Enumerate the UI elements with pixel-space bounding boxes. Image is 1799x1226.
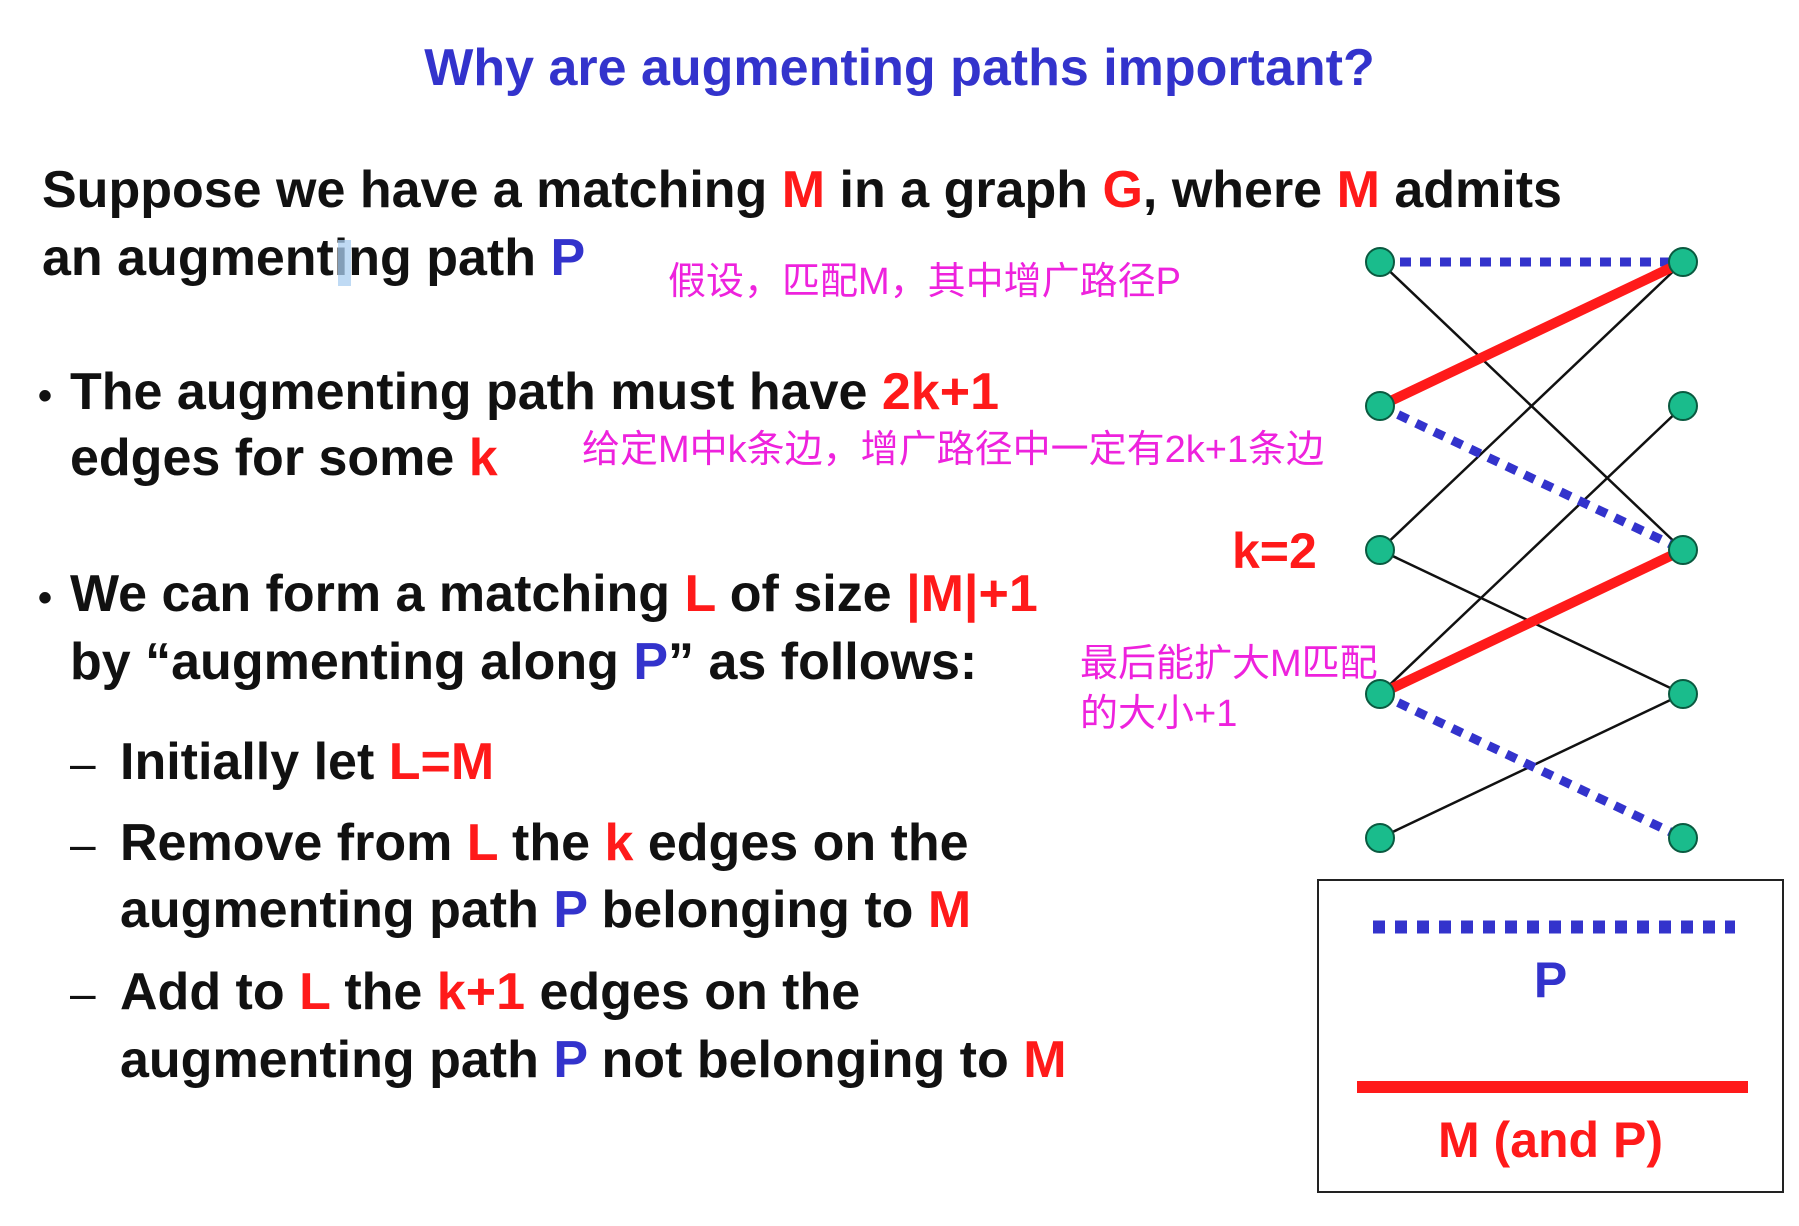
var-P: P bbox=[633, 633, 669, 691]
legend: P M (and P) bbox=[1317, 879, 1784, 1193]
var-L: L bbox=[299, 963, 330, 1021]
right-vertex bbox=[1668, 247, 1698, 277]
left-vertex bbox=[1365, 823, 1395, 853]
text: edges on the bbox=[633, 814, 969, 872]
text: augmenting path bbox=[120, 1031, 554, 1089]
path-edge bbox=[1378, 689, 1685, 843]
matching-edge bbox=[1377, 545, 1686, 699]
text: Suppose we have a matching bbox=[42, 161, 782, 219]
text: , where bbox=[1142, 161, 1337, 219]
right-vertex bbox=[1668, 679, 1698, 709]
text: edges for some bbox=[70, 429, 469, 487]
text: in a graph bbox=[825, 161, 1103, 219]
var-L: L bbox=[466, 814, 498, 872]
text: Remove from bbox=[120, 814, 467, 872]
text: augmenting path bbox=[120, 881, 554, 939]
left-vertex bbox=[1365, 247, 1395, 277]
annotation-2: 给定M中k条边，增广路径中一定有2k+1条边 bbox=[582, 429, 1325, 471]
var-G: G bbox=[1102, 161, 1143, 219]
var-M: M bbox=[1023, 1031, 1067, 1089]
bullet-2-line-2: by “augmenting along P” as follows: bbox=[70, 632, 977, 692]
legend-swatches bbox=[1357, 920, 1748, 1093]
bullet-1-line-1: • The augmenting path must have 2k+1 bbox=[38, 362, 999, 422]
bullet-mark: • bbox=[38, 374, 53, 418]
text: Initially let bbox=[120, 733, 389, 791]
left-vertex bbox=[1365, 391, 1395, 421]
dash-mark: – bbox=[70, 967, 96, 1019]
text: the bbox=[497, 814, 605, 872]
step-2-text: Remove from L the k edges on the bbox=[120, 813, 969, 873]
matching-edge bbox=[1377, 257, 1686, 411]
text: not belonging to bbox=[587, 1031, 1024, 1089]
var-k: k bbox=[468, 429, 498, 487]
bullet-2-line-1: • We can form a matching L of size |M|+1 bbox=[38, 564, 1038, 624]
dash-mark: – bbox=[70, 737, 96, 789]
value-k+1: k+1 bbox=[436, 963, 526, 1021]
text: We can form a matching bbox=[70, 565, 685, 623]
var-L: L bbox=[684, 565, 716, 623]
text: admits bbox=[1379, 161, 1562, 219]
legend-p-label: P bbox=[1533, 952, 1568, 1008]
step-1-text: Initially let L=M bbox=[120, 732, 494, 792]
text: by “augmenting along bbox=[70, 633, 634, 691]
var-M: M bbox=[927, 881, 972, 939]
bullet-1-line-2: edges for some k bbox=[70, 428, 498, 488]
dash-mark: – bbox=[70, 818, 96, 870]
text: The augmenting path must have bbox=[70, 363, 882, 421]
text: belonging to bbox=[587, 881, 928, 939]
var-P: P bbox=[553, 881, 588, 939]
annotation-3-line-1: 最后能扩大M匹配 bbox=[1080, 643, 1378, 685]
text-cursor bbox=[338, 240, 351, 286]
annotation-3-line-2: 的大小+1 bbox=[1080, 693, 1238, 735]
text: ” as follows: bbox=[668, 633, 978, 691]
path-edge bbox=[1378, 401, 1685, 555]
var-P: P bbox=[550, 229, 586, 287]
value-size: |M|+1 bbox=[906, 565, 1038, 623]
step-2-line-2: augmenting path P belonging to M bbox=[120, 880, 971, 940]
graph-edge bbox=[1379, 261, 1684, 551]
step-3-line-1: – Add to L the k+1 edges on the bbox=[70, 962, 860, 1022]
graph-edge bbox=[1379, 405, 1684, 695]
var-k: k bbox=[604, 814, 634, 872]
value-2k+1: 2k+1 bbox=[881, 363, 1000, 421]
annotation-1: 假设，匹配M，其中增广路径P bbox=[668, 261, 1182, 303]
bullet-mark: • bbox=[38, 576, 53, 620]
slide-title: Why are augmenting paths important? bbox=[424, 39, 1375, 97]
value-L=M: L=M bbox=[388, 733, 495, 791]
text: of size bbox=[715, 565, 907, 623]
var-P: P bbox=[553, 1031, 588, 1089]
right-vertex bbox=[1668, 535, 1698, 565]
right-vertex bbox=[1668, 823, 1698, 853]
k-label: k=2 bbox=[1232, 523, 1317, 579]
step-3-line-2: augmenting path P not belonging to M bbox=[120, 1030, 1067, 1090]
step-2-line-1: – Remove from L the k edges on the bbox=[70, 813, 969, 873]
bullet-2-text: We can form a matching L of size |M|+1 bbox=[70, 564, 1038, 624]
intro-line-1: Suppose we have a matching M in a graph … bbox=[42, 160, 1562, 220]
left-vertex bbox=[1365, 679, 1395, 709]
text: Add to bbox=[120, 963, 300, 1021]
text: edges on the bbox=[525, 963, 861, 1021]
step-1: – Initially let L=M bbox=[70, 732, 494, 792]
legend-m-label: M (and P) bbox=[1438, 1112, 1663, 1168]
text: an augmenting path bbox=[42, 229, 551, 287]
left-vertex bbox=[1365, 535, 1395, 565]
var-M: M bbox=[1336, 161, 1380, 219]
var-M: M bbox=[781, 161, 826, 219]
step-3-text: Add to L the k+1 edges on the bbox=[120, 962, 860, 1022]
right-vertex bbox=[1668, 391, 1698, 421]
intro-line-2: an augmenting path P bbox=[42, 228, 585, 288]
text: the bbox=[329, 963, 437, 1021]
bullet-1-text: The augmenting path must have 2k+1 bbox=[70, 362, 999, 422]
